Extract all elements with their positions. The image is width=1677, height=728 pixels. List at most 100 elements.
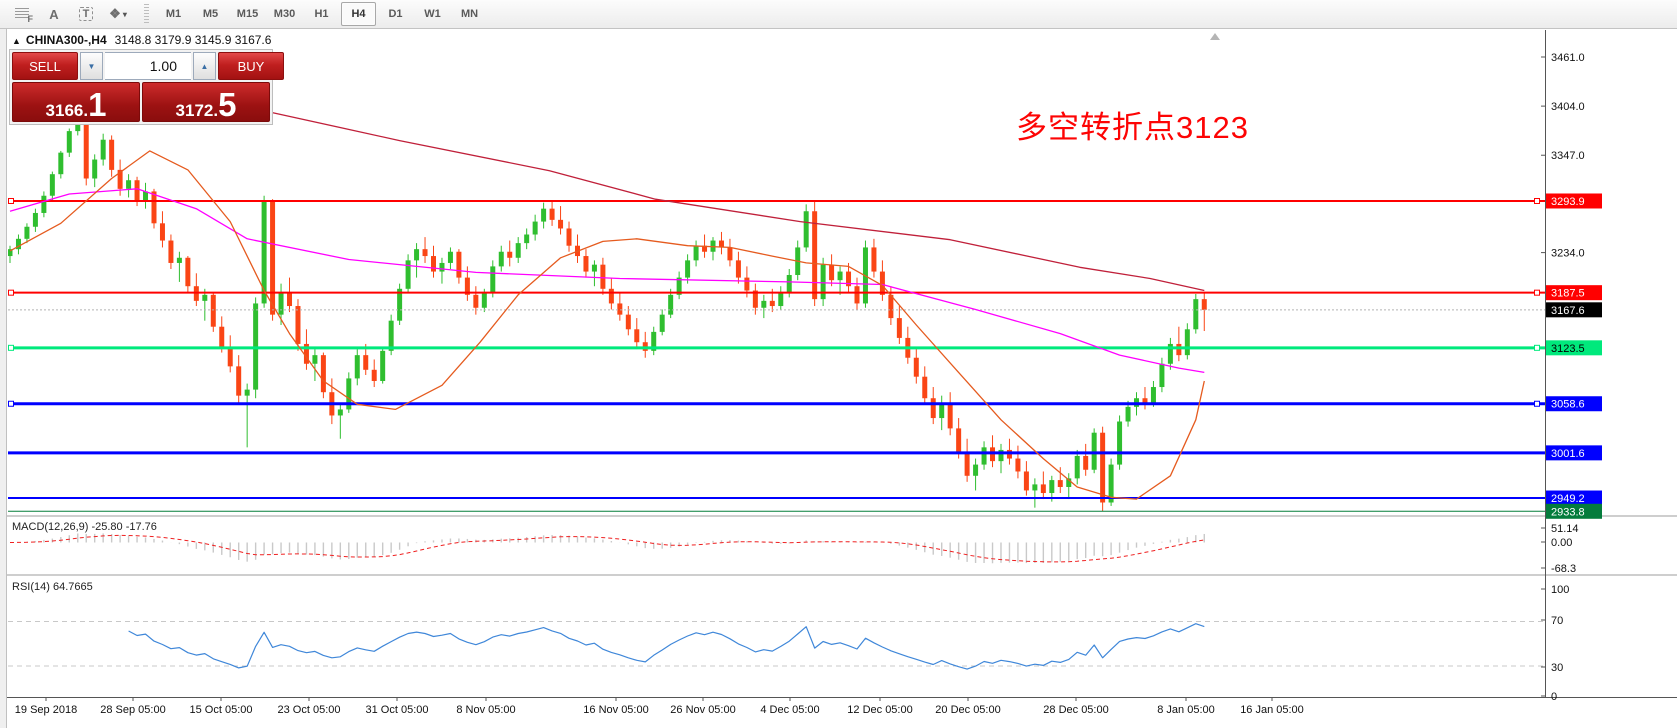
candle-body (312, 355, 318, 364)
candle-body (1142, 398, 1148, 403)
line-handle[interactable] (1534, 289, 1540, 296)
timeframe-button-m1[interactable]: M1 (165, 8, 182, 20)
timeframe-button-h4[interactable]: H4 (341, 2, 376, 26)
candle-body (752, 290, 758, 308)
candle-body (947, 402, 953, 429)
main-pane[interactable] (8, 100, 1546, 512)
candle-body (1091, 432, 1097, 470)
candle-body (176, 257, 182, 263)
time-axis-label: 19 Sep 2018 (15, 704, 77, 716)
candle-body (676, 277, 682, 295)
candle-body (507, 251, 513, 258)
candle-body (998, 449, 1004, 462)
buy-button[interactable]: BUY (218, 52, 284, 80)
candle-body (210, 294, 216, 327)
candle-body (964, 452, 970, 476)
candle-body (820, 264, 826, 300)
line-handle[interactable] (1534, 400, 1540, 407)
window-gutter[interactable] (0, 29, 7, 728)
candle-body (761, 300, 767, 308)
volume-increase-button[interactable]: ▲ (193, 52, 216, 80)
candle-body (591, 264, 597, 272)
candle-body (981, 447, 987, 465)
candle-body (846, 271, 852, 287)
line-handle[interactable] (1534, 344, 1540, 351)
time-axis-label: 28 Sep 05:00 (100, 704, 165, 716)
candle-body (278, 292, 284, 315)
rsi-pane[interactable] (8, 620, 1545, 670)
quotes-grid-icon[interactable]: F (8, 2, 36, 26)
price-badge (1546, 445, 1602, 461)
timeframe-button-mn[interactable]: MN (460, 8, 479, 20)
candle-body (32, 212, 38, 227)
line-handle[interactable] (8, 344, 14, 351)
candle-body (388, 320, 394, 351)
candle-body (956, 428, 962, 453)
candle-body (303, 343, 309, 364)
ma-fast-line (9, 150, 1205, 500)
candle-body (1049, 480, 1055, 494)
volume-decrease-button[interactable]: ▼ (80, 52, 103, 80)
text-label-icon[interactable]: T (72, 2, 100, 26)
ask-price-main: 3172 (175, 101, 214, 120)
price-badge-label: 3187.5 (1551, 288, 1585, 300)
price-badge-label: 2933.8 (1551, 506, 1585, 518)
timeframe-button-w1[interactable]: W1 (424, 8, 441, 20)
candle-body (1066, 478, 1072, 487)
toolbar: F A T ❖ ▾ M1 M5 M15 M30 H1 H4 D1 W1 MN (0, 0, 1677, 29)
candle-body (744, 277, 750, 291)
line-handle[interactable] (8, 400, 14, 407)
candle-body (871, 247, 877, 272)
ask-price-panel[interactable]: 3172. 5 (142, 82, 270, 122)
candle-body (524, 234, 530, 244)
scroll-marker-icon[interactable] (1210, 33, 1220, 40)
candle-body (371, 369, 377, 381)
timeframe-button-h1[interactable]: H1 (314, 8, 329, 20)
time-axis-label: 8 Nov 05:00 (456, 704, 515, 716)
font-icon[interactable]: A (49, 6, 59, 22)
macd-label: MACD(12,26,9) -25.80 -17.76 (12, 521, 157, 533)
candle-body (8, 249, 13, 257)
candle-body (109, 139, 115, 170)
candle-body (270, 201, 276, 315)
line-handle[interactable] (8, 197, 14, 204)
price-tick-label: 3234.0 (1551, 248, 1585, 260)
sell-button[interactable]: SELL (12, 52, 78, 80)
candle-body (1108, 464, 1114, 503)
bid-price-main: 3166 (45, 101, 84, 120)
price-badge (1546, 503, 1602, 519)
line-handle[interactable] (1534, 197, 1540, 204)
price-badge-label: 3293.9 (1551, 196, 1585, 208)
candle-body (405, 260, 411, 289)
macd-pane[interactable] (9, 533, 1205, 564)
timeframe-button-m5[interactable]: M5 (202, 8, 219, 20)
price-badge (1546, 340, 1602, 356)
timeframe-button-m30[interactable]: M30 (273, 8, 296, 20)
timeframe-button-d1[interactable]: D1 (388, 8, 403, 20)
one-click-trading-panel: SELL ▼ ▲ BUY 3166.1 3172.5 (9, 49, 284, 125)
candle-body (143, 191, 149, 201)
candle-body (702, 245, 708, 252)
candle-body (244, 389, 250, 396)
bid-price-panel[interactable]: 3166. 1 (12, 82, 140, 122)
time-axis-label: 16 Nov 05:00 (583, 704, 648, 716)
candle-body (541, 208, 547, 222)
candle-body (1015, 458, 1021, 472)
price-badge (1546, 490, 1602, 506)
volume-input[interactable] (105, 52, 191, 80)
candle-body (930, 398, 936, 419)
rsi-line (128, 623, 1205, 670)
line-handle[interactable] (8, 289, 14, 296)
shapes-icon[interactable]: ❖ ▾ (109, 6, 127, 21)
ma-medium-line (9, 188, 1205, 374)
rsi-label: RSI(14) 64.7665 (12, 581, 93, 593)
timeframe-button-m15[interactable]: M15 (236, 8, 259, 20)
candle-body (888, 294, 894, 319)
candle-body (159, 223, 165, 241)
macd-scale-label: 51.14 (1551, 523, 1579, 535)
candle-body (1150, 387, 1156, 403)
candle-body (1125, 406, 1131, 422)
candle-body (668, 294, 674, 315)
